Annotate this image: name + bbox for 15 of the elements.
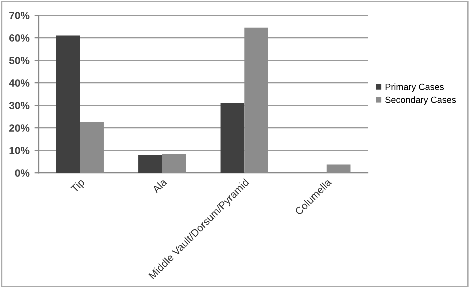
y-tick-label: 40% — [9, 80, 30, 87]
x-tick-label: Tip — [70, 178, 87, 195]
y-tick-label: 0% — [15, 170, 30, 177]
y-tick-label: 70% — [10, 12, 30, 20]
bar — [138, 155, 162, 174]
y-tick-label: 20% — [9, 124, 30, 132]
x-tick-label: Ala — [152, 178, 168, 194]
y-tick-label: 50% — [9, 57, 30, 64]
bar — [220, 103, 245, 174]
legend-label: Secondary Cases — [386, 96, 456, 105]
y-tick-label: 60% — [10, 34, 30, 42]
bar — [56, 36, 80, 174]
legend-label: Primary Cases — [386, 84, 444, 92]
y-tick-label: 10% — [10, 147, 30, 154]
y-tick-label: 30% — [9, 102, 30, 110]
